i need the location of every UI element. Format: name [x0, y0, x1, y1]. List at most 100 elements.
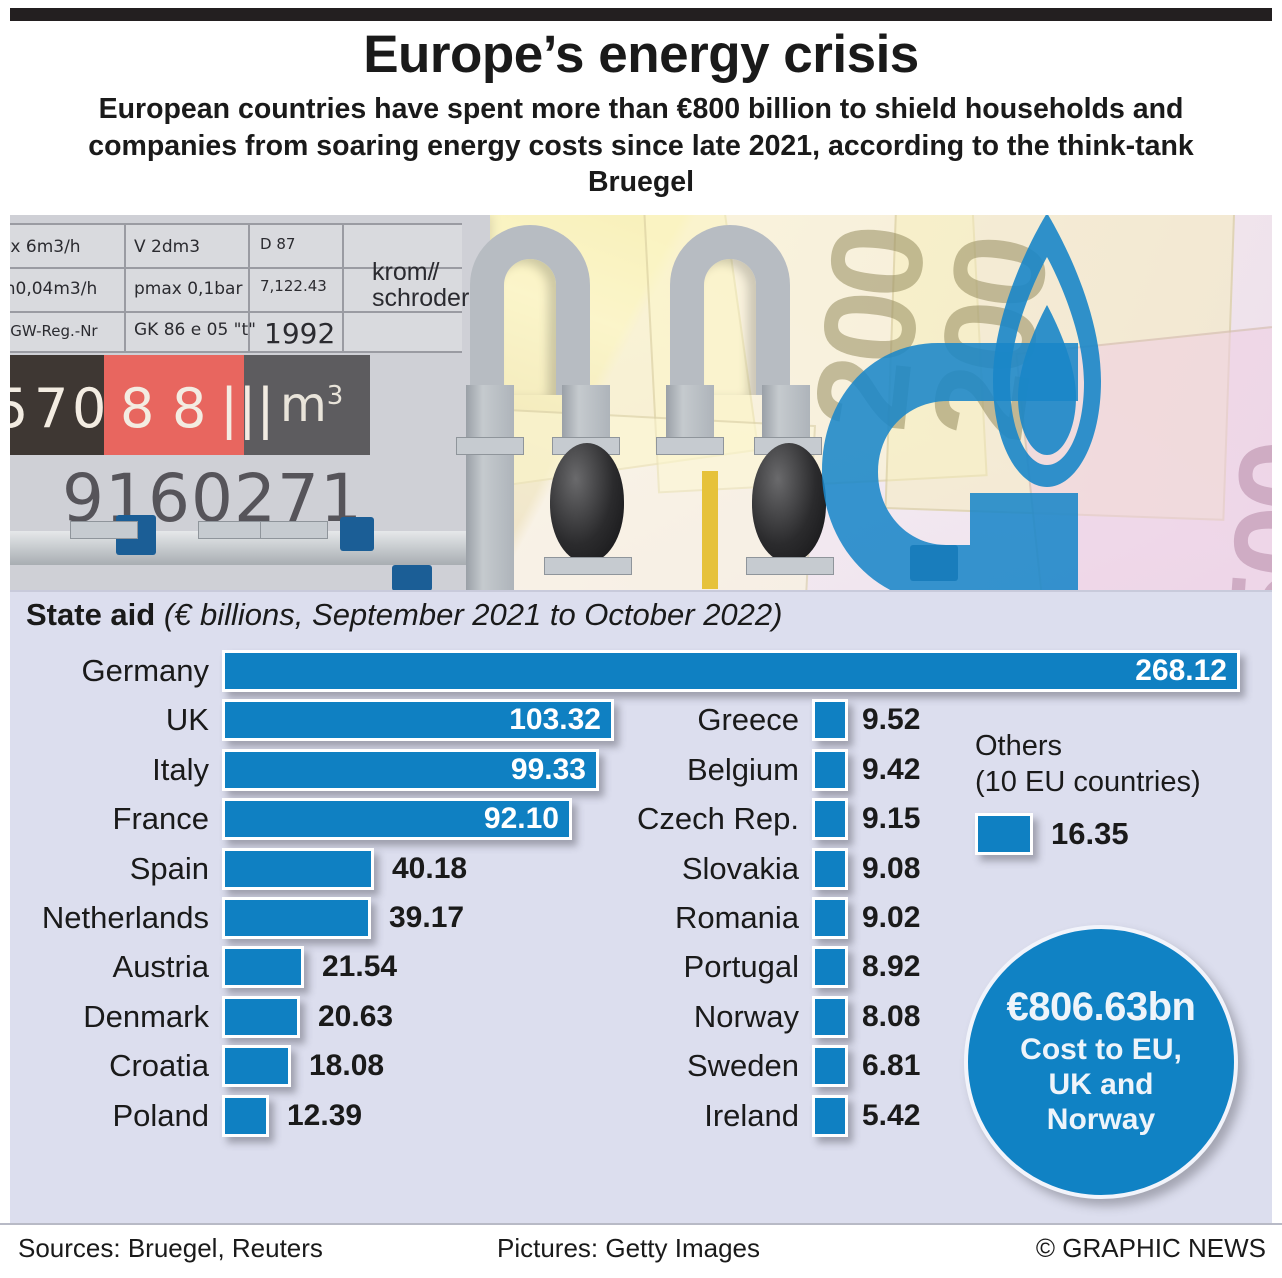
- bar: 92.10: [222, 798, 572, 841]
- bar-value: 18.08: [309, 1049, 385, 1083]
- country-label: Germany: [81, 653, 209, 688]
- bar: [812, 798, 848, 841]
- bar-chart: Germany 268.12 UK 103.32 Italy 99.33 France 92.…: [0, 640, 1282, 1220]
- pipe-pressure-vessel: [752, 443, 826, 563]
- meter-text-gk: GK 86 e 05 "t": [134, 320, 256, 340]
- bar-value: 12.39: [287, 1098, 363, 1132]
- bar-value: 8.08: [862, 999, 921, 1033]
- bar-value: 9.15: [862, 802, 921, 836]
- bar: [812, 946, 848, 989]
- pipe-valve: [392, 565, 432, 590]
- country-label: UK: [165, 702, 209, 738]
- pipe-flange: [456, 437, 524, 455]
- bar-value: 9.02: [862, 901, 921, 934]
- bar: 99.33: [222, 748, 599, 791]
- bar-value: 5.42: [862, 1098, 921, 1132]
- bar: [222, 946, 304, 989]
- others-value: 16.35: [1051, 815, 1129, 851]
- gas-meter: ax 6m3/h V 2dm3 D 87 7,122.43 in0,04m3/h…: [10, 215, 490, 590]
- bar-value: 40.18: [392, 851, 468, 885]
- pipe-vertical: [762, 385, 810, 445]
- state-aid-heading: State aid (€ billions, September 2021 to…: [26, 597, 782, 633]
- pipe-u-bend: [670, 225, 790, 395]
- page-title: Europe’s energy crisis: [363, 25, 919, 84]
- bar: [222, 847, 374, 890]
- pipe-flange: [544, 557, 632, 575]
- footer-pictures: Pictures: Getty Images: [497, 1233, 760, 1263]
- gazprom-logo: [820, 215, 1140, 590]
- total-cost-badge: €806.63bn Cost to EU, UK and Norway: [964, 925, 1238, 1199]
- meter-text-qmin: in0,04m3/h: [10, 279, 98, 299]
- bar: [812, 1045, 848, 1088]
- others-row: 16.35: [975, 810, 1265, 858]
- country-label: Sweden: [686, 1048, 799, 1084]
- headline-block: Europe’s energy crisis European countrie…: [0, 26, 1282, 201]
- country-label: Slovakia: [681, 850, 799, 886]
- bar: [812, 699, 848, 742]
- pipe-vertical: [466, 385, 514, 590]
- country-label: Austria: [112, 949, 209, 985]
- meter-text-year: 1992: [264, 317, 336, 350]
- bar-value: 8.92: [862, 950, 921, 984]
- bar-value: 20.63: [318, 999, 394, 1033]
- meter-text-d87: D 87: [260, 235, 296, 253]
- country-label: Greece: [697, 702, 799, 738]
- bar: [812, 748, 848, 791]
- bar: 268.12: [222, 650, 1240, 692]
- bar-value: 39.17: [389, 901, 465, 934]
- total-amount: €806.63bn: [1006, 985, 1196, 1030]
- dial-grey-band: [244, 355, 370, 455]
- bar: [812, 847, 848, 890]
- bar-value: 21.54: [322, 950, 398, 984]
- photo-banner: 200 200 500 ax 6m3/h V 2dm3 D 87 7,122.4…: [10, 215, 1272, 590]
- country-label: Romania: [674, 900, 799, 935]
- country-label: France: [112, 801, 209, 837]
- pipe-flange: [746, 557, 834, 575]
- total-caption-line1: Cost to EU,: [1020, 1033, 1182, 1067]
- gazprom-g-icon: [822, 343, 1078, 590]
- pipe-vertical: [562, 385, 610, 445]
- bar: [222, 1045, 291, 1088]
- meter-text-reg: VGW-Reg.-Nr: [10, 322, 98, 340]
- others-label-line2: (10 EU countries): [975, 766, 1201, 799]
- bar: [812, 1094, 848, 1137]
- page-subtitle: European countries have spent more than …: [88, 93, 1194, 199]
- bar-value: 6.81: [862, 1049, 921, 1083]
- panel-top-divider: [10, 590, 1272, 592]
- bar-value: 9.42: [862, 752, 921, 786]
- bar-value: 9.08: [862, 851, 921, 885]
- state-aid-heading-note: (€ billions, September 2021 to October 2…: [163, 597, 783, 632]
- bar: [222, 995, 300, 1038]
- footer-credit: © GRAPHIC NEWS: [1035, 1233, 1266, 1263]
- country-label: Denmark: [83, 998, 209, 1034]
- country-label: Croatia: [109, 1048, 209, 1084]
- country-label: Norway: [693, 998, 799, 1034]
- bar: [222, 1094, 269, 1137]
- country-label: Czech Rep.: [637, 801, 799, 837]
- gas-meter-nameplate: ax 6m3/h V 2dm3 D 87 7,122.43 in0,04m3/h…: [10, 223, 462, 353]
- country-label: Belgium: [687, 751, 799, 787]
- gazprom-flame-icon: [993, 215, 1101, 487]
- pipe-u-bend: [470, 225, 590, 395]
- total-caption: Cost to EU, UK and Norway: [1020, 1033, 1182, 1137]
- bar: [222, 897, 371, 939]
- yellow-support-rail: [702, 471, 718, 589]
- pipe-flange: [656, 437, 724, 455]
- meter-text-volume: V 2dm3: [134, 237, 201, 257]
- meter-text-code: 7,122.43: [260, 277, 327, 295]
- pipe-pressure-vessel: [550, 443, 624, 563]
- meter-text-pmax: pmax 0,1bar: [134, 279, 243, 299]
- country-label: Poland: [112, 1097, 209, 1133]
- bar: [812, 897, 848, 939]
- total-caption-line3: Norway: [1046, 1102, 1156, 1136]
- pipe-flange: [260, 521, 328, 539]
- total-caption-line2: UK and: [1048, 1068, 1154, 1102]
- bar-value: 103.32: [509, 703, 601, 737]
- meter-brand-logo: krom//schroder: [372, 258, 470, 313]
- pipe-flange: [70, 521, 138, 539]
- meter-text-qmax: ax 6m3/h: [10, 237, 81, 257]
- bar: [812, 995, 848, 1038]
- footer: [0, 1223, 1282, 1278]
- bar-value: 92.10: [483, 802, 559, 836]
